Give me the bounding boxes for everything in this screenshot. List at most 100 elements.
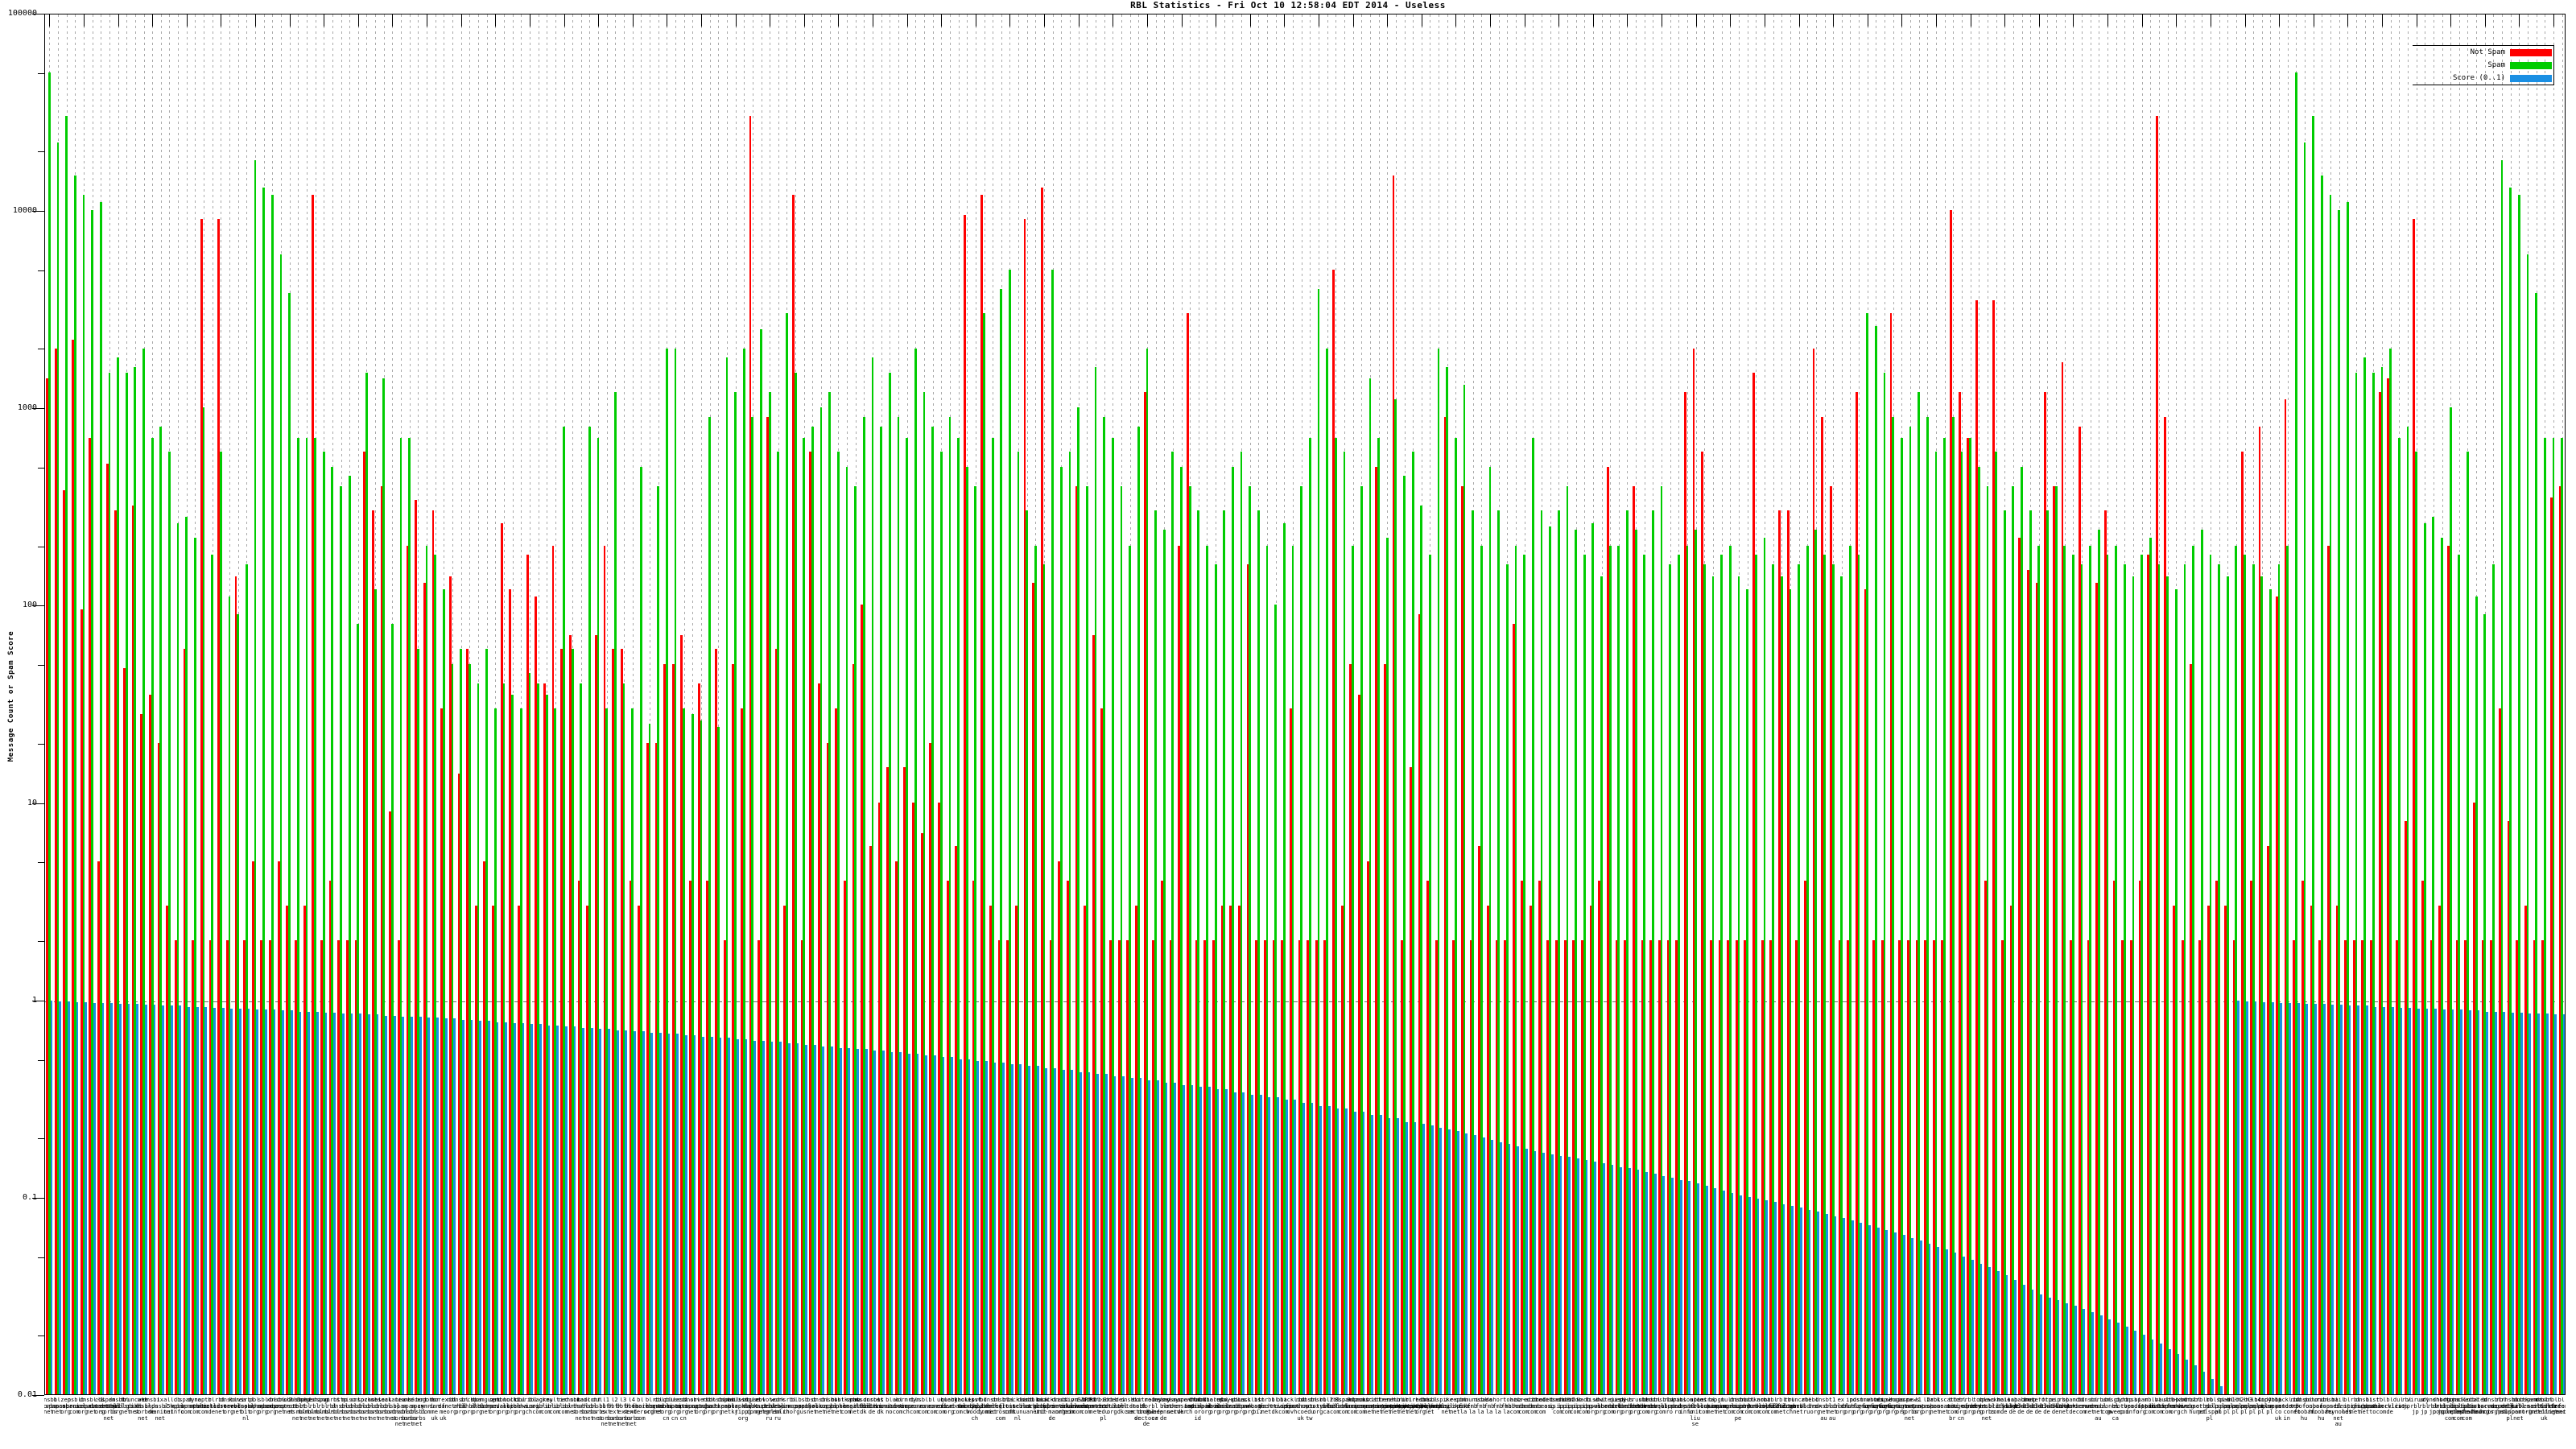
bar-group[interactable] — [123, 14, 130, 1394]
bar-group[interactable] — [1117, 14, 1125, 1394]
bar-group[interactable] — [1375, 14, 1382, 1394]
bar-group[interactable] — [423, 14, 431, 1394]
bar-group[interactable] — [1006, 14, 1013, 1394]
bar-group[interactable] — [448, 14, 456, 1394]
bar-group[interactable] — [2352, 14, 2360, 1394]
bar-group[interactable] — [903, 14, 910, 1394]
bar-group[interactable] — [1426, 14, 1434, 1394]
bar-group[interactable] — [2378, 14, 2386, 1394]
bar-group[interactable] — [569, 14, 576, 1394]
bar-group[interactable] — [1718, 14, 1725, 1394]
bar-group[interactable] — [1169, 14, 1177, 1394]
bar-group[interactable] — [886, 14, 894, 1394]
bar-group[interactable] — [817, 14, 825, 1394]
bar-group[interactable] — [526, 14, 534, 1394]
bar-group[interactable] — [1838, 14, 1845, 1394]
bar-group[interactable] — [2498, 14, 2506, 1394]
bar-group[interactable] — [1289, 14, 1297, 1394]
bar-group[interactable] — [1092, 14, 1100, 1394]
bar-group[interactable] — [869, 14, 877, 1394]
bar-group[interactable] — [1460, 14, 1468, 1394]
bar-group[interactable] — [1237, 14, 1245, 1394]
bar-group[interactable] — [946, 14, 954, 1394]
bar-group[interactable] — [1657, 14, 1666, 1394]
bar-group[interactable] — [2207, 14, 2215, 1394]
bar-group[interactable] — [2318, 14, 2326, 1394]
bar-group[interactable] — [1109, 14, 1117, 1394]
bar-group[interactable] — [697, 14, 705, 1394]
bar-group[interactable] — [1161, 14, 1168, 1394]
bar-group[interactable] — [225, 14, 233, 1394]
bar-group[interactable] — [1495, 14, 1502, 1394]
bar-group[interactable] — [1504, 14, 1511, 1394]
bar-group[interactable] — [89, 14, 96, 1394]
bar-group[interactable] — [2164, 14, 2171, 1394]
bar-group[interactable] — [2558, 14, 2565, 1394]
bar-group[interactable] — [1323, 14, 1331, 1394]
bar-group[interactable] — [2095, 14, 2103, 1394]
bar-group[interactable] — [1632, 14, 1640, 1394]
bar-group[interactable] — [1992, 14, 2000, 1394]
bar-group[interactable] — [1178, 14, 1185, 1394]
bar-group[interactable] — [1581, 14, 1588, 1394]
bar-group[interactable] — [1975, 14, 1983, 1394]
bar-group[interactable] — [406, 14, 413, 1394]
bar-group[interactable] — [509, 14, 516, 1394]
bar-group[interactable] — [2429, 14, 2438, 1394]
bar-group[interactable] — [758, 14, 765, 1394]
bar-group[interactable] — [2112, 14, 2120, 1394]
bar-group[interactable] — [1066, 14, 1074, 1394]
bar-group[interactable] — [1701, 14, 1708, 1394]
bar-group[interactable] — [1615, 14, 1622, 1394]
bar-group[interactable] — [741, 14, 748, 1394]
bar-group[interactable] — [1709, 14, 1717, 1394]
bar-group[interactable] — [1932, 14, 1940, 1394]
bar-group[interactable] — [2241, 14, 2248, 1394]
bar-group[interactable] — [1384, 14, 1391, 1394]
bar-group[interactable] — [1272, 14, 1279, 1394]
bar-group[interactable] — [1889, 14, 1897, 1394]
bar-group[interactable] — [2190, 14, 2197, 1394]
bar-group[interactable] — [295, 14, 302, 1394]
bar-group[interactable] — [1340, 14, 1348, 1394]
bar-group[interactable] — [1469, 14, 1476, 1394]
bar-group[interactable] — [1683, 14, 1691, 1394]
bar-group[interactable] — [1435, 14, 1443, 1394]
bar-group[interactable] — [2250, 14, 2257, 1394]
bar-group[interactable] — [629, 14, 636, 1394]
bar-group[interactable] — [1143, 14, 1151, 1394]
bar-group[interactable] — [638, 14, 645, 1394]
bar-group[interactable] — [1941, 14, 1948, 1394]
bar-group[interactable] — [2121, 14, 2128, 1394]
bar-group[interactable] — [1572, 14, 1579, 1394]
bar-group[interactable] — [1607, 14, 1614, 1394]
bar-group[interactable] — [2370, 14, 2377, 1394]
bar-group[interactable] — [1563, 14, 1571, 1394]
bar-group[interactable] — [457, 14, 464, 1394]
bar-group[interactable] — [2052, 14, 2060, 1394]
bar-group[interactable] — [303, 14, 311, 1394]
bar-group[interactable] — [243, 14, 250, 1394]
bar-group[interactable] — [2044, 14, 2051, 1394]
bar-group[interactable] — [551, 14, 559, 1394]
bar-group[interactable] — [938, 14, 945, 1394]
bar-group[interactable] — [877, 14, 885, 1394]
bar-group[interactable] — [2078, 14, 2086, 1394]
bar-group[interactable] — [105, 14, 114, 1394]
bar-group[interactable] — [1358, 14, 1365, 1394]
bar-group[interactable] — [1521, 14, 1528, 1394]
bar-group[interactable] — [1443, 14, 1451, 1394]
bar-group[interactable] — [260, 14, 267, 1394]
bar-group[interactable] — [54, 14, 62, 1394]
bar-group[interactable] — [603, 14, 610, 1394]
bar-group[interactable] — [2129, 14, 2137, 1394]
bar-group[interactable] — [2396, 14, 2403, 1394]
bar-group[interactable] — [1307, 14, 1314, 1394]
bar-group[interactable] — [1967, 14, 1974, 1394]
bar-group[interactable] — [1187, 14, 1194, 1394]
bar-group[interactable] — [964, 14, 971, 1394]
bar-group[interactable] — [2267, 14, 2274, 1394]
bar-group[interactable] — [920, 14, 928, 1394]
bar-group[interactable] — [354, 14, 361, 1394]
bar-group[interactable] — [894, 14, 902, 1394]
